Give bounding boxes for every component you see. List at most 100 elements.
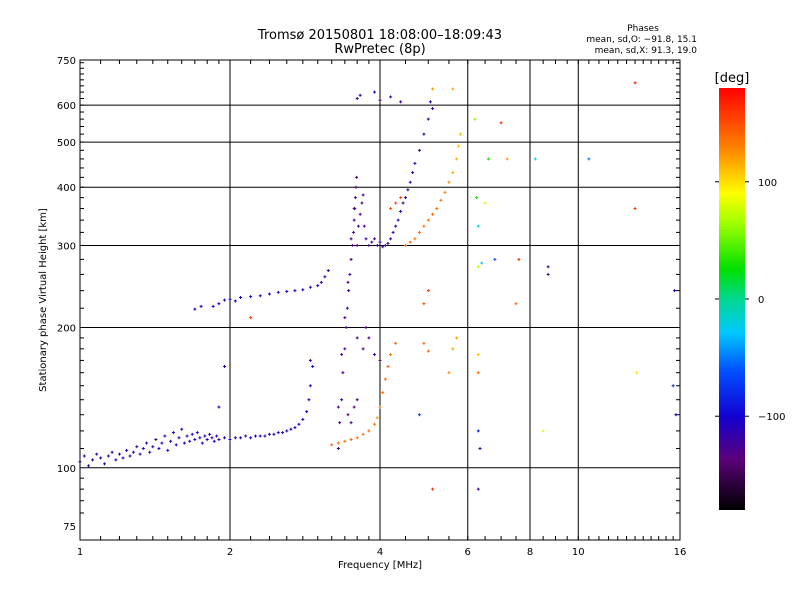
data-point (188, 439, 192, 443)
data-point (293, 289, 297, 293)
data-point (373, 90, 377, 94)
data-point (546, 265, 550, 269)
data-point (439, 198, 443, 202)
data-point (635, 371, 639, 375)
data-point (276, 431, 280, 435)
data-point (394, 341, 398, 345)
data-point (182, 441, 186, 445)
data-point (190, 432, 194, 436)
data-point (476, 265, 480, 269)
data-point (297, 422, 301, 426)
axis-ticks: 1 2 4 6 8 10 16 75 100 200 300 400 500 600 750 (57, 56, 686, 558)
data-point (355, 175, 359, 179)
data-point (443, 190, 447, 194)
data-point (356, 224, 360, 228)
data-point (378, 98, 382, 102)
data-point (426, 289, 430, 293)
data-point (451, 87, 455, 91)
data-point (285, 429, 289, 433)
data-point (177, 436, 181, 440)
data-point (358, 93, 362, 97)
x-tick-label: 16 (674, 547, 687, 558)
data-point (483, 201, 487, 205)
data-point (349, 421, 353, 425)
data-point (411, 171, 415, 175)
x-axis-label: Frequency [MHz] (338, 560, 422, 571)
data-point (399, 100, 403, 104)
colorbar-title: [deg] (715, 71, 750, 86)
data-point (422, 302, 426, 306)
legend-line-x: mean, sd,X: 91.3, 19.0 (595, 46, 698, 56)
data-point (399, 209, 403, 213)
data-point (389, 207, 393, 211)
data-point (330, 443, 334, 447)
data-point (447, 180, 451, 184)
data-point (378, 405, 382, 409)
data-point (355, 336, 359, 340)
data-point (347, 289, 351, 293)
data-point (121, 456, 125, 460)
data-point (417, 413, 421, 417)
data-point (193, 438, 197, 442)
data-point (217, 438, 221, 442)
data-point (422, 224, 426, 228)
data-point (307, 398, 311, 402)
data-point (86, 464, 90, 468)
data-point (541, 429, 545, 433)
data-point (217, 405, 221, 409)
data-point (383, 377, 387, 381)
data-point (426, 349, 430, 353)
data-point (431, 107, 435, 111)
data-point (285, 289, 289, 293)
data-point (493, 257, 497, 261)
data-point (212, 439, 216, 443)
data-point (426, 218, 430, 222)
data-point (239, 436, 243, 440)
data-point (408, 240, 412, 244)
y-tick-label: 400 (57, 183, 76, 194)
data-point (355, 398, 359, 402)
data-point (360, 201, 364, 205)
y-tick-label: 100 (57, 464, 76, 475)
data-point (151, 445, 155, 449)
data-point (375, 416, 379, 420)
data-point (381, 391, 385, 395)
data-point (171, 431, 175, 435)
data-point (301, 417, 305, 421)
data-point (336, 441, 340, 445)
data-point (401, 201, 405, 205)
data-point (199, 304, 203, 308)
data-point (308, 285, 312, 289)
y-tick-label: 750 (57, 56, 76, 67)
y-tick-label: 500 (57, 138, 76, 149)
data-point (233, 436, 237, 440)
data-point (367, 243, 371, 247)
data-point (349, 257, 353, 261)
data-point (408, 180, 412, 184)
data-point (346, 280, 350, 284)
data-point (361, 193, 365, 197)
data-point (138, 452, 142, 456)
data-point (343, 439, 347, 443)
data-point (169, 439, 173, 443)
data-point (305, 410, 309, 414)
data-point (157, 447, 161, 451)
data-point (587, 157, 591, 161)
data-point (263, 434, 267, 438)
data-point (336, 405, 340, 409)
data-point (348, 272, 352, 276)
data-point (346, 413, 350, 417)
x-tick-label: 1 (77, 547, 83, 558)
data-point (476, 353, 480, 357)
data-point (533, 157, 537, 161)
data-point (110, 450, 114, 454)
data-point (145, 441, 149, 445)
data-point (389, 237, 393, 241)
data-point (163, 434, 167, 438)
data-point (131, 450, 135, 454)
data-point (354, 185, 358, 189)
data-point (476, 487, 480, 491)
data-point (205, 438, 209, 442)
data-point (389, 95, 393, 99)
data-point (249, 295, 253, 299)
